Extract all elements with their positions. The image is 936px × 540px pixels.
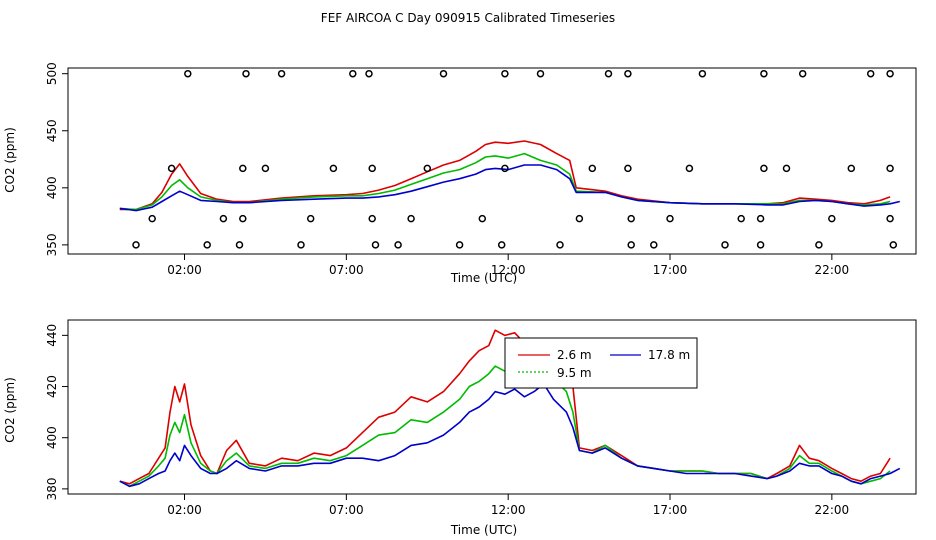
data-point-marker [847,164,856,173]
x-axis-label: Time (UTC) [450,271,517,285]
data-point-marker [650,241,658,249]
data-point-marker [407,214,415,223]
data-point-marker [368,214,376,223]
figure-title: FEF AIRCOA C Day 090915 Calibrated Times… [321,11,615,25]
data-point-marker [886,214,894,223]
data-point-marker [497,241,506,249]
data-point-marker [760,164,768,173]
data-point-marker [886,69,894,78]
data-point-marker [261,164,270,173]
data-point-marker [371,241,380,249]
data-point-marker [685,164,694,173]
data-point-marker [604,69,613,78]
data-point-marker [501,69,509,78]
data-point-marker [394,241,402,249]
x-tick-label: 02:00 [167,503,202,517]
data-point-marker [815,241,823,249]
data-point-marker [886,164,894,173]
x-tick-label: 22:00 [815,503,850,517]
x-tick-label: 17:00 [653,503,688,517]
x-tick-label: 07:00 [329,503,364,517]
data-point-marker [184,69,192,78]
data-point-marker [368,164,376,173]
top-panel: 02:00 07:00 12:00 17:00 22:00 350 400 450 500 T… [3,62,917,285]
data-point-marker [203,241,211,249]
data-point-marker [329,164,338,173]
data-point-marker [349,69,357,78]
data-point-marker [536,69,545,78]
data-point-marker [760,69,768,78]
data-point-marker [455,241,464,249]
x-tick-label: 07:00 [329,263,364,277]
x-tick-label: 22:00 [815,263,850,277]
y-tick-label: 400 [45,176,59,199]
data-point-marker [242,69,250,78]
data-point-marker [575,214,584,223]
data-point-marker [439,69,448,78]
data-point-marker [306,214,315,223]
y-tick-label: 500 [45,62,59,85]
data-point-marker [132,241,140,249]
data-point-marker [167,164,176,173]
data-point-marker [624,164,632,173]
y-axis-label: CO2 (ppm) [3,377,17,443]
data-point-marker [828,214,836,223]
data-point-marker [889,241,898,249]
data-point-marker [501,164,509,173]
data-point-marker [235,241,244,249]
data-point-marker [721,241,729,249]
data-point-marker [423,164,432,173]
data-point-marker [756,214,765,223]
data-point-marker [478,214,487,223]
y-tick-label: 350 [45,233,59,256]
data-point-marker [239,214,247,223]
data-point-marker [297,241,305,249]
legend: 2.6 m 9.5 m 17.8 m [504,337,698,389]
plot-frame [67,67,917,255]
plot-frame [67,319,917,495]
bottom-panel: 02:00 07:00 12:00 17:00 22:00 380 400 420 440 T… [3,319,917,537]
legend-label-2-6m: 2.6 m [557,348,592,362]
y-tick-label: 420 [45,375,59,398]
data-point-marker [737,214,745,223]
x-tick-label: 12:00 [491,503,526,517]
series-line-17-8-m [119,383,901,488]
data-point-marker [277,69,286,78]
x-tick-label: 17:00 [653,263,688,277]
data-point-marker [756,241,765,249]
data-point-marker [798,69,807,78]
legend-label-9-5m: 9.5 m [557,366,592,380]
data-point-marker [219,214,228,223]
data-point-marker [148,214,156,223]
series-line-9-5-m [119,152,891,211]
data-point-marker [624,69,632,78]
data-point-marker [588,164,597,173]
x-tick-label: 12:00 [491,263,526,277]
data-point-marker [698,69,707,78]
series-line-2-6-m [119,329,891,485]
data-point-marker [365,69,373,78]
data-point-marker [556,241,564,249]
legend-label-17-8m: 17.8 m [648,348,690,362]
x-axis-label: Time (UTC) [450,523,517,537]
data-point-marker [627,214,635,223]
series-line-2-6-m [119,140,891,211]
data-point-marker [627,241,635,249]
series-line-17-8-m [119,164,900,212]
x-tick-label: 02:00 [167,263,202,277]
y-tick-label: 380 [45,477,59,500]
data-point-marker [239,164,247,173]
y-axis-label: CO2 (ppm) [3,127,17,193]
y-tick-label: 450 [45,119,59,142]
y-tick-label: 440 [45,324,59,347]
data-point-marker [866,69,875,78]
y-tick-label: 400 [45,426,59,449]
legend-box [504,337,698,389]
data-point-marker [666,214,674,223]
data-point-marker [782,164,791,173]
